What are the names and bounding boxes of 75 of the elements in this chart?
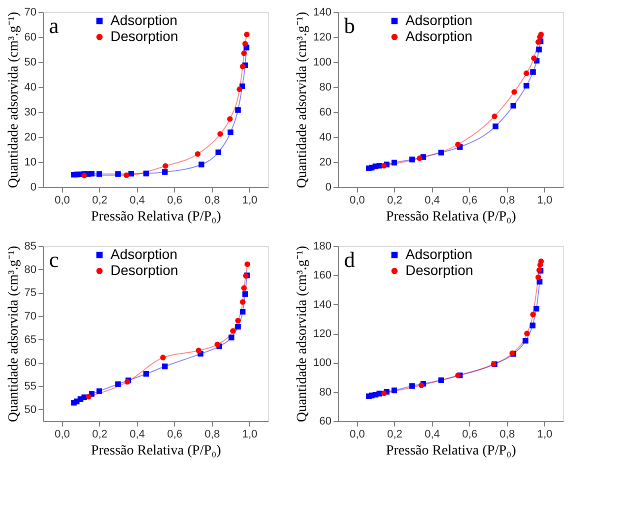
y-tick-label: 20 xyxy=(319,156,332,168)
y-tick-label: 75 xyxy=(24,287,36,300)
x-tick-label: 1,0 xyxy=(242,194,258,206)
x-tick-label: 0,6 xyxy=(167,194,182,206)
x-tick-label: 0,0 xyxy=(350,428,365,440)
x-tick-label: 0,8 xyxy=(500,194,515,206)
x-tick-label: 0,4 xyxy=(424,194,440,206)
legend-label: Desorption xyxy=(110,28,178,44)
y-tick-label: 30 xyxy=(24,106,36,118)
x-axis-title: Pressão Relativa (P/P₀) xyxy=(90,444,222,458)
y-axis-title: Quantidade adsorvida (cm³.g⁻¹) xyxy=(6,12,22,188)
x-tick-label: 0,0 xyxy=(54,194,70,206)
y-tick-label: 85 xyxy=(24,240,36,252)
y-tick-label: 100 xyxy=(313,357,332,370)
legend-label: Desorption xyxy=(406,262,474,278)
y-axis-title: Quantidade adsorvida (cm³.g⁻¹) xyxy=(6,246,22,422)
y-tick-label: 60 xyxy=(319,416,332,428)
x-tick-label: 0,8 xyxy=(204,428,220,440)
x-tick-label: 0,2 xyxy=(387,428,402,440)
y-tick-label: 65 xyxy=(24,334,36,346)
annotation: b xyxy=(344,13,355,38)
y-tick-label: 50 xyxy=(24,56,36,68)
y-tick-label: 70 xyxy=(24,6,36,18)
legend-label: Desorption xyxy=(110,262,178,278)
x-tick-label: 0,6 xyxy=(167,428,182,440)
x-axis-title: Pressão Relativa (P/P₀) xyxy=(386,210,516,224)
legend-label: Adsorption xyxy=(110,12,178,28)
y-tick-label: 100 xyxy=(313,56,332,68)
legend-label: Adsorption xyxy=(406,246,472,262)
y-axis-title: Quantidade adsorvida (cm³.g⁻¹) xyxy=(295,12,310,188)
y-tick-label: 120 xyxy=(313,328,332,340)
y-tick-label: 60 xyxy=(24,357,36,370)
y-tick-label: 140 xyxy=(313,298,332,311)
y-axis-title: Quantidade adsorvida (cm³.g⁻¹) xyxy=(295,246,310,422)
y-tick-label: 120 xyxy=(313,32,332,44)
annotation: a xyxy=(49,13,59,38)
legend-label: Adsorption xyxy=(110,246,178,262)
y-tick-label: 10 xyxy=(24,156,36,168)
y-tick-label: 80 xyxy=(24,264,36,276)
x-axis-title: Pressão Relativa (P/P₀) xyxy=(90,210,222,224)
y-tick-label: 40 xyxy=(319,132,332,144)
y-tick-label: 80 xyxy=(319,386,332,398)
x-tick-label: 0,6 xyxy=(462,194,478,206)
y-tick-label: 140 xyxy=(313,6,332,18)
y-tick-label: 55 xyxy=(24,380,36,392)
x-tick-label: 0,8 xyxy=(500,428,515,440)
y-tick-label: 160 xyxy=(313,270,332,282)
x-tick-label: 0,8 xyxy=(204,194,220,206)
x-tick-label: 0,2 xyxy=(92,428,108,440)
x-tick-label: 1,0 xyxy=(537,428,552,440)
y-tick-label: 20 xyxy=(24,132,36,144)
legend-label: Adsorption xyxy=(406,12,472,28)
y-tick-label: 60 xyxy=(319,106,332,118)
y-tick-label: 180 xyxy=(313,240,332,252)
x-tick-label: 0,4 xyxy=(130,194,145,206)
y-tick-label: 50 xyxy=(24,404,36,416)
x-tick-label: 0,0 xyxy=(350,194,365,206)
annotation: c xyxy=(49,247,59,272)
x-tick-label: 0,0 xyxy=(54,428,70,440)
y-tick-label: 0 xyxy=(325,182,332,194)
x-tick-label: 0,6 xyxy=(462,428,478,440)
x-tick-label: 0,2 xyxy=(387,194,402,206)
x-axis-title: Pressão Relativa (P/P₀) xyxy=(386,444,516,458)
x-tick-label: 0,4 xyxy=(130,428,145,440)
y-tick-label: 80 xyxy=(319,82,332,94)
y-tick-label: 70 xyxy=(24,310,36,322)
x-tick-label: 1,0 xyxy=(537,194,552,206)
x-tick-label: 0,2 xyxy=(92,194,108,206)
y-tick-label: 40 xyxy=(24,82,36,94)
y-tick-label: 60 xyxy=(24,32,36,44)
y-tick-label: 0 xyxy=(30,182,36,194)
annotation: d xyxy=(344,247,355,272)
x-tick-label: 0,4 xyxy=(424,428,440,440)
x-tick-label: 1,0 xyxy=(242,428,258,440)
legend-label: Adsorption xyxy=(406,28,472,44)
